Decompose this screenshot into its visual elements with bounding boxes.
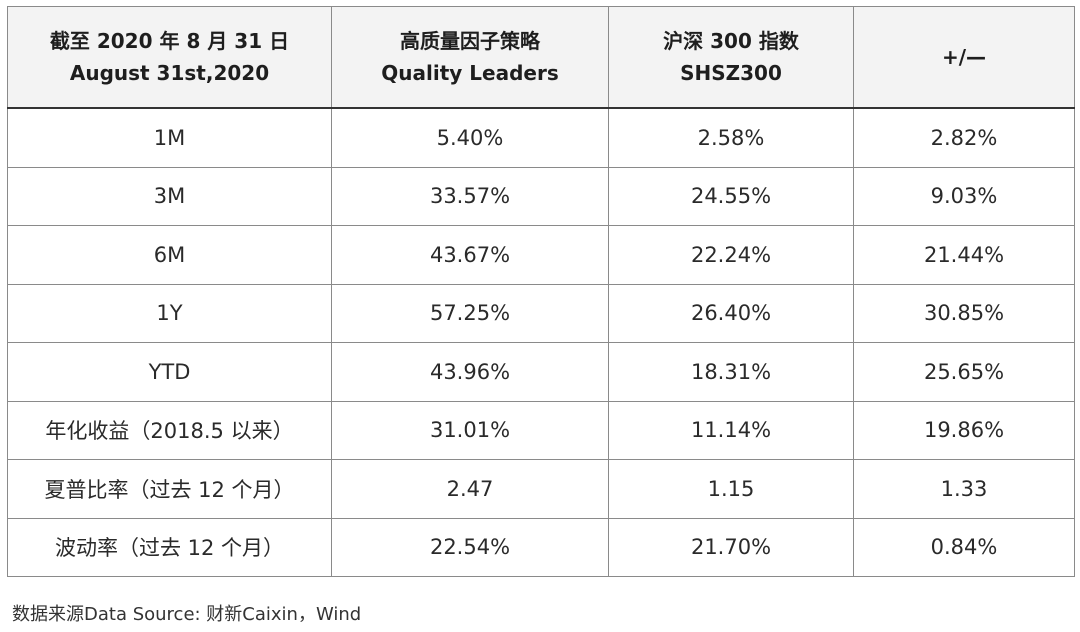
index-value: 18.31% <box>608 342 854 402</box>
row-label: 3M <box>7 166 332 226</box>
row-label: 波动率（过去 12 个月） <box>7 517 332 577</box>
strategy-value: 33.57% <box>331 166 609 226</box>
table-row: 夏普比率（过去 12 个月） 2.47 1.15 1.33 <box>7 459 1075 519</box>
header-strategy: 高质量因子策略 Quality Leaders <box>331 6 609 109</box>
index-value: 1.15 <box>608 459 854 519</box>
table-header: 截至 2020 年 8 月 31 日 August 31st,2020 高质量因… <box>7 6 1075 109</box>
difference-value: 21.44% <box>853 225 1075 285</box>
table-row: 6M 43.67% 22.24% 21.44% <box>7 225 1075 285</box>
header-row: 截至 2020 年 8 月 31 日 August 31st,2020 高质量因… <box>7 6 1075 109</box>
strategy-value: 43.96% <box>331 342 609 402</box>
strategy-value: 57.25% <box>331 283 609 343</box>
index-value: 22.24% <box>608 225 854 285</box>
index-value: 26.40% <box>608 283 854 343</box>
difference-value: 25.65% <box>853 342 1075 402</box>
row-label: YTD <box>7 342 332 402</box>
strategy-value: 22.54% <box>331 517 609 577</box>
index-value: 2.58% <box>608 107 854 168</box>
difference-value: 19.86% <box>853 400 1075 460</box>
table-row: 3M 33.57% 24.55% 9.03% <box>7 166 1075 226</box>
table-row: YTD 43.96% 18.31% 25.65% <box>7 342 1075 402</box>
index-value: 11.14% <box>608 400 854 460</box>
table-row: 1M 5.40% 2.58% 2.82% <box>7 107 1075 168</box>
row-label: 年化收益（2018.5 以来） <box>7 400 332 460</box>
header-difference-label: +/— <box>941 45 987 69</box>
data-source-note: 数据来源Data Source: 财新Caixin，Wind <box>12 604 362 625</box>
performance-table-container: 截至 2020 年 8 月 31 日 August 31st,2020 高质量因… <box>7 6 1075 577</box>
difference-value: 1.33 <box>853 459 1075 519</box>
strategy-value: 5.40% <box>331 107 609 168</box>
table-row: 1Y 57.25% 26.40% 30.85% <box>7 283 1075 343</box>
row-label: 1Y <box>7 283 332 343</box>
table-row: 波动率（过去 12 个月） 22.54% 21.70% 0.84% <box>7 517 1075 577</box>
header-index-zh: 沪深 300 指数 <box>663 29 799 53</box>
strategy-value: 43.67% <box>331 225 609 285</box>
header-date-en: August 31st,2020 <box>69 61 270 85</box>
difference-value: 9.03% <box>853 166 1075 226</box>
strategy-value: 31.01% <box>331 400 609 460</box>
header-index-en: SHSZ300 <box>680 61 782 85</box>
difference-value: 2.82% <box>853 107 1075 168</box>
difference-value: 30.85% <box>853 283 1075 343</box>
row-label: 1M <box>7 107 332 168</box>
header-index: 沪深 300 指数 SHSZ300 <box>608 6 854 109</box>
difference-value: 0.84% <box>853 517 1075 577</box>
header-strategy-zh: 高质量因子策略 <box>400 29 540 53</box>
row-label: 6M <box>7 225 332 285</box>
header-date-zh: 截至 2020 年 8 月 31 日 <box>49 29 290 53</box>
row-label: 夏普比率（过去 12 个月） <box>7 459 332 519</box>
table-row: 年化收益（2018.5 以来） 31.01% 11.14% 19.86% <box>7 400 1075 460</box>
header-date: 截至 2020 年 8 月 31 日 August 31st,2020 <box>7 6 332 109</box>
performance-table: 截至 2020 年 8 月 31 日 August 31st,2020 高质量因… <box>7 6 1075 577</box>
header-difference: +/— <box>853 6 1075 109</box>
index-value: 24.55% <box>608 166 854 226</box>
table-body: 1M 5.40% 2.58% 2.82% 3M 33.57% 24.55% 9.… <box>7 107 1075 577</box>
index-value: 21.70% <box>608 517 854 577</box>
strategy-value: 2.47 <box>331 459 609 519</box>
header-strategy-en: Quality Leaders <box>381 61 559 85</box>
